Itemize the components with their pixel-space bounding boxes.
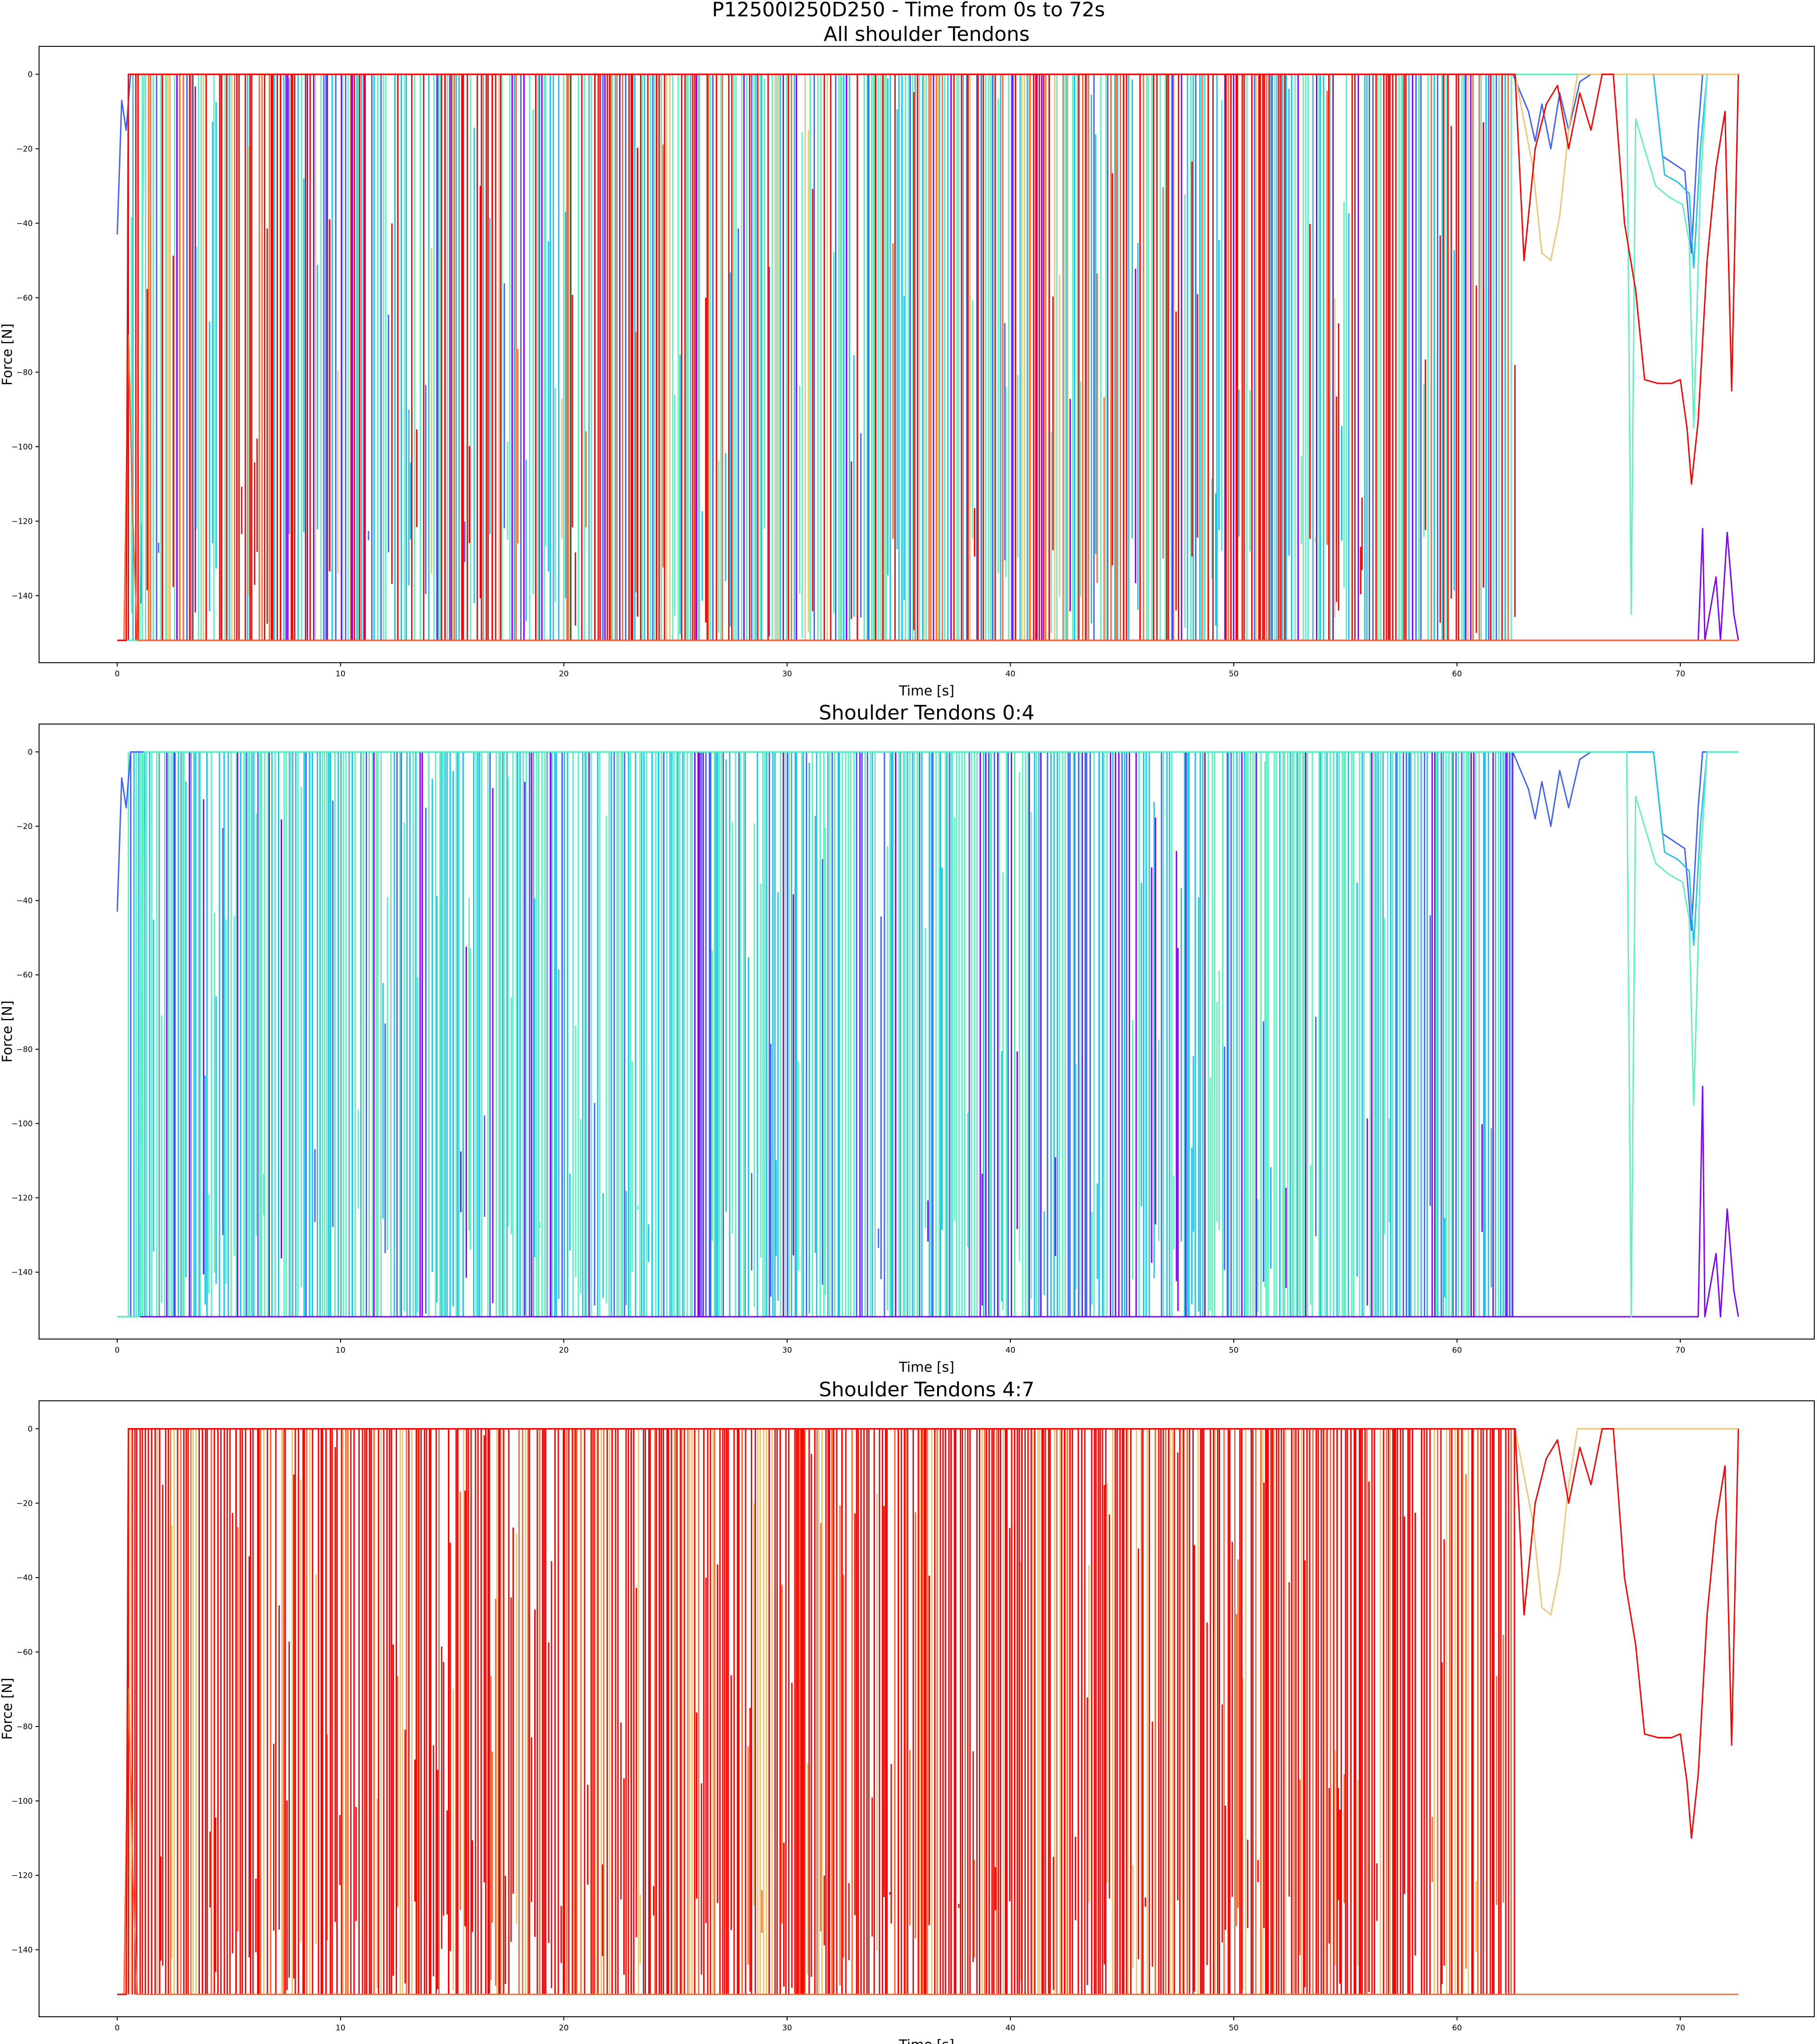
series-line: [117, 1428, 1739, 1995]
x-tick-label: 60: [1452, 1346, 1462, 1355]
oscillation-trace: [140, 74, 1497, 640]
oscillation-trace: [130, 74, 1512, 640]
y-tick-label: −80: [16, 368, 33, 377]
oscillation-trace: [128, 752, 1512, 1317]
x-tick-label: 70: [1675, 670, 1685, 679]
x-tick-label: 50: [1229, 1346, 1239, 1355]
panel-title: Shoulder Tendons 0:4: [819, 701, 1035, 724]
y-tick-label: −100: [11, 1119, 33, 1128]
y-tick-label: 0: [28, 1424, 33, 1434]
x-tick-label: 60: [1452, 2024, 1462, 2033]
x-tick-label: 30: [782, 670, 792, 679]
y-tick-label: −20: [16, 144, 33, 154]
oscillation-trace: [176, 74, 1472, 640]
x-axis-label: Time [s]: [899, 2037, 954, 2044]
y-axis-label: Force [N]: [0, 323, 15, 386]
x-tick-label: 70: [1675, 1346, 1685, 1355]
x-tick-label: 20: [559, 1346, 569, 1355]
y-tick-label: −140: [11, 1946, 33, 1955]
x-tick-label: 50: [1229, 670, 1239, 679]
series-line: [117, 74, 1739, 641]
oscillation-spikes: [128, 752, 1514, 1317]
y-tick-label: 0: [28, 70, 33, 79]
x-tick-label: 20: [559, 670, 569, 679]
series-line: [117, 1086, 1739, 1318]
y-tick-label: −120: [11, 1871, 33, 1880]
y-tick-label: −100: [11, 1797, 33, 1806]
x-tick-label: 30: [782, 2024, 792, 2033]
panel-title: All shoulder Tendons: [824, 23, 1029, 46]
y-tick-label: −40: [16, 897, 33, 906]
x-tick-label: 50: [1229, 2024, 1239, 2033]
x-axis-label: Time [s]: [899, 1359, 954, 1375]
y-tick-label: −80: [16, 1045, 33, 1054]
x-tick-label: 40: [1006, 2024, 1016, 2033]
y-tick-label: −120: [11, 1194, 33, 1203]
y-axis-label: Force [N]: [0, 1678, 15, 1740]
figure-title: P12500I250D250 - Time from 0s to 72s: [712, 0, 1105, 21]
oscillation-trace: [169, 1429, 1512, 1994]
x-tick-label: 40: [1006, 670, 1016, 679]
x-tick-label: 0: [115, 1346, 120, 1355]
oscillation-trace: [166, 752, 1514, 1317]
oscillation-trace: [148, 74, 1509, 640]
axes-frame: [39, 1400, 1815, 2017]
panel-all-tendons: 0 10 20 30 40 50 60 70 0 −20 −40 −60 −80 −100 −120 −140…: [0, 23, 1815, 699]
y-tick-label: −60: [16, 293, 33, 303]
oscillation-trace: [133, 752, 1504, 1317]
y-tick-label: −20: [16, 1499, 33, 1508]
oscillation-trace: [130, 752, 1510, 1317]
y-axis-label: Force [N]: [0, 1001, 15, 1063]
axes-frame: [39, 46, 1815, 663]
y-tick-label: −60: [16, 971, 33, 980]
plot-area: [117, 1428, 1739, 1995]
x-tick-label: 10: [336, 670, 346, 679]
plot-area: [116, 751, 1739, 1318]
x-tick-label: 10: [336, 2024, 346, 2033]
x-tick-label: 20: [559, 2024, 569, 2033]
x-tick-label: 0: [115, 2024, 120, 2033]
y-tick-label: −100: [11, 442, 33, 451]
panel-tendons-4-7: 0 10 20 30 40 50 60 70 0 −20 −40 −60 −80 −100 −120 −140…: [0, 1378, 1815, 2044]
x-tick-label: 0: [115, 670, 120, 679]
y-tick-label: −40: [16, 219, 33, 228]
panel-title: Shoulder Tendons 4:7: [819, 1378, 1035, 1401]
y-tick-label: −60: [16, 1648, 33, 1657]
x-tick-label: 30: [782, 1346, 792, 1355]
y-tick-label: −20: [16, 822, 33, 831]
oscillation-spikes: [128, 74, 1516, 640]
panel-tendons-0-4: 0 10 20 30 40 50 60 70 0 −20 −40 −60 −80 −100 −120 −140…: [0, 701, 1815, 1375]
y-tick-label: −140: [11, 1268, 33, 1277]
x-axis-label: Time [s]: [899, 683, 954, 699]
y-tick-label: −80: [16, 1722, 33, 1731]
oscillation-trace: [166, 74, 1469, 640]
y-tick-label: −120: [11, 517, 33, 526]
x-tick-label: 40: [1006, 1346, 1016, 1355]
x-tick-label: 60: [1452, 670, 1462, 679]
y-tick-label: −140: [11, 591, 33, 600]
x-tick-label: 10: [336, 1346, 346, 1355]
y-tick-label: −40: [16, 1573, 33, 1583]
oscillation-trace: [132, 74, 1506, 640]
axes-frame: [39, 724, 1815, 1340]
plot-area: [116, 74, 1739, 641]
x-tick-label: 70: [1675, 2024, 1685, 2033]
series-line: [117, 751, 1738, 1318]
y-tick-label: 0: [28, 748, 33, 757]
oscillation-trace: [129, 1429, 1477, 1994]
